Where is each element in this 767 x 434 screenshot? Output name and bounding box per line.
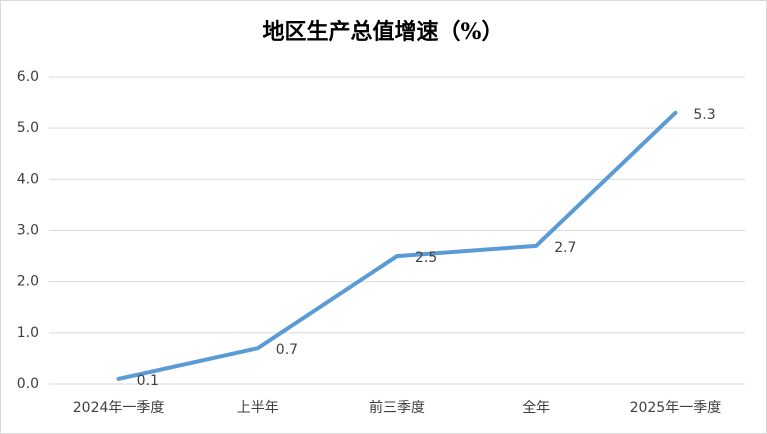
chart-title: 地区生产总值增速（%） <box>263 19 504 45</box>
y-tick-label: 1.0 <box>17 325 39 341</box>
y-tick-label: 3.0 <box>17 223 39 239</box>
x-tick-label: 2025年一季度 <box>630 400 722 416</box>
y-tick-label: 5.0 <box>17 120 39 136</box>
data-label: 5.3 <box>693 107 715 123</box>
data-label: 0.1 <box>137 373 159 389</box>
line <box>116 110 678 381</box>
y-tick-label: 0.0 <box>17 376 39 392</box>
y-tick-label: 6.0 <box>17 69 39 85</box>
data-label: 2.5 <box>415 250 437 266</box>
y-tick-label: 4.0 <box>17 171 39 187</box>
x-tick-label: 前三季度 <box>369 399 425 416</box>
data-label: 2.7 <box>554 240 576 256</box>
x-tick-label: 全年 <box>522 399 550 416</box>
x-tick-label: 2024年一季度 <box>73 400 165 416</box>
data-label: 0.7 <box>276 342 298 358</box>
y-tick-label: 2.0 <box>17 274 39 290</box>
x-tick-label: 上半年 <box>237 400 279 416</box>
